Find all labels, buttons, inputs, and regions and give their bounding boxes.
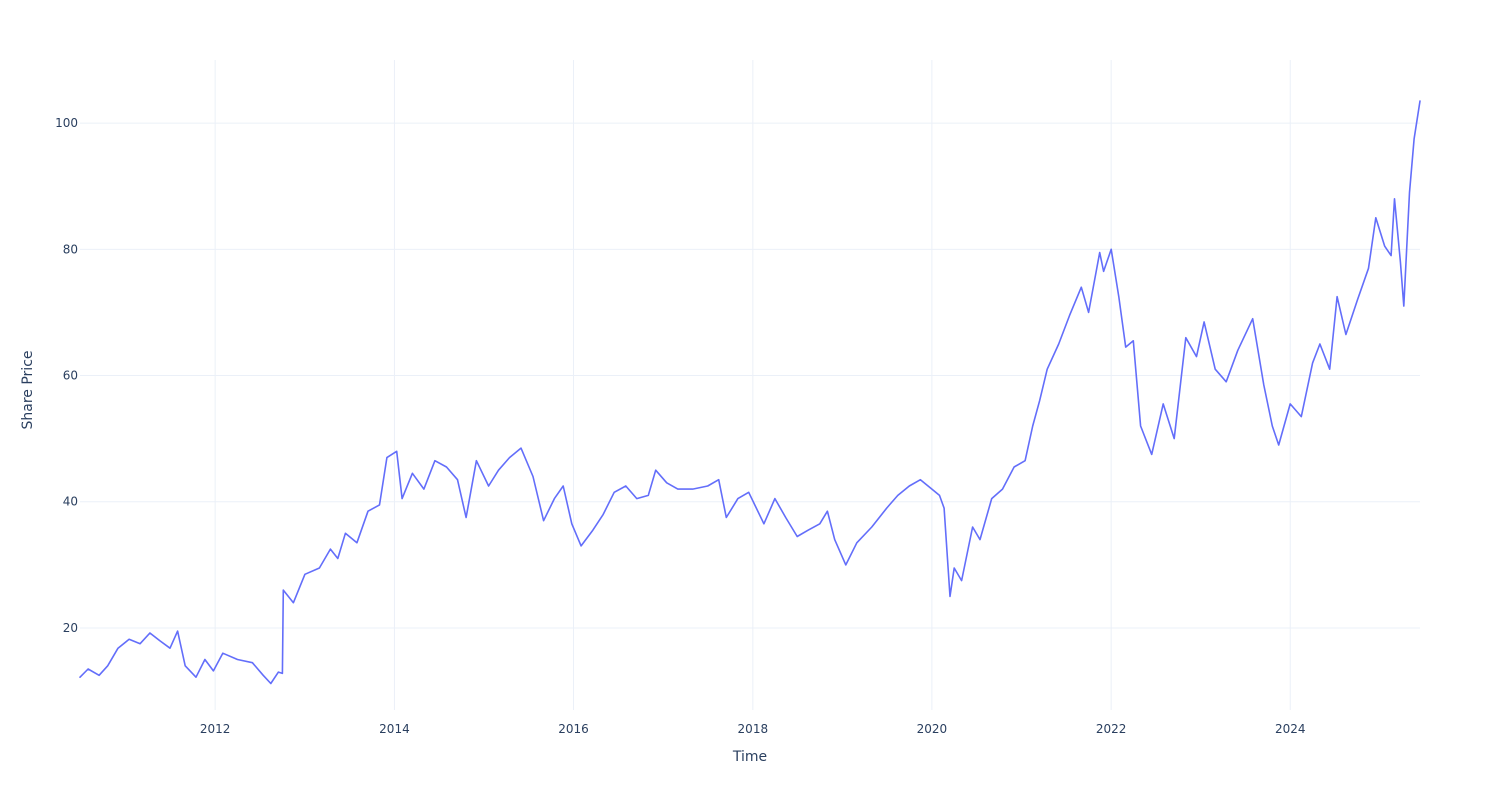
- x-tick-label: 2012: [200, 722, 231, 736]
- y-tick-label: 20: [63, 621, 78, 635]
- series-layer: [79, 100, 1421, 685]
- y-tick-label: 100: [55, 116, 78, 130]
- x-tick-label: 2014: [379, 722, 410, 736]
- x-tick-label: 2016: [558, 722, 589, 736]
- y-tick-labels: 20 40 60 80 100: [55, 116, 78, 635]
- y-tick-label: 60: [63, 369, 78, 383]
- x-axis-title: Time: [732, 749, 767, 765]
- x-tick-label: 2020: [917, 722, 948, 736]
- x-tick-label: 2024: [1275, 722, 1306, 736]
- y-gridlines: [80, 122, 1420, 629]
- series-line: [79, 100, 1421, 685]
- x-tick-label: 2022: [1096, 722, 1127, 736]
- y-axis-title: Share Price: [20, 350, 36, 429]
- y-tick-label: 80: [63, 242, 78, 256]
- x-tick-labels: 2012 2014 2016 2018 2020 2022 2024: [200, 722, 1306, 736]
- x-tick-label: 2018: [738, 722, 769, 736]
- x-gridlines: [214, 60, 1291, 710]
- y-tick-label: 40: [63, 495, 78, 509]
